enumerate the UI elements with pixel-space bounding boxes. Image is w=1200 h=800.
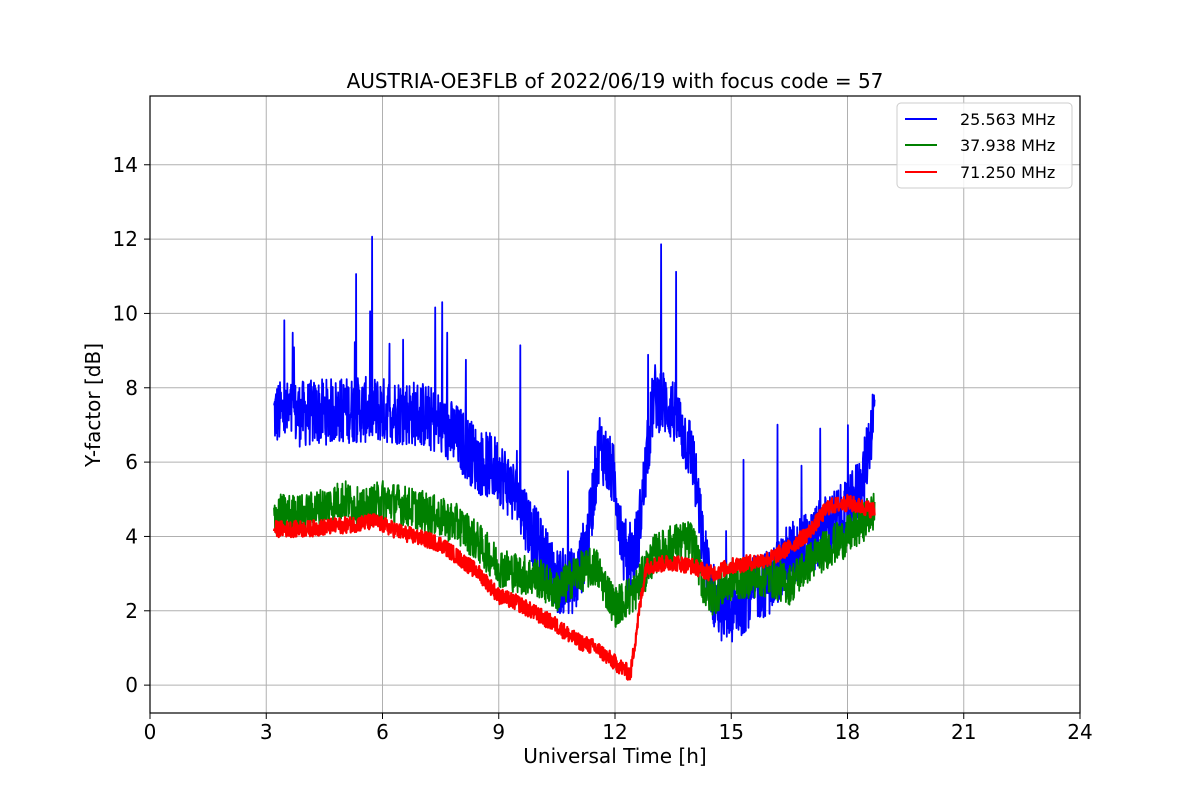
x-axis-label: Universal Time [h] — [523, 744, 706, 768]
legend: 25.563 MHz 37.938 MHz 71.250 MHz — [896, 102, 1073, 189]
x-tick-label: 15 — [719, 720, 744, 744]
x-tick-label: 9 — [492, 720, 505, 744]
chart-title: AUSTRIA-OE3FLB of 2022/06/19 with focus … — [347, 69, 884, 93]
y-tick-label: 10 — [113, 301, 138, 325]
series-layer — [272, 235, 876, 681]
y-tick-label: 12 — [113, 227, 138, 251]
x-tick-label: 24 — [1067, 720, 1092, 744]
y-tick-label: 0 — [125, 673, 138, 697]
x-axis: 0 3 6 9 12 15 18 21 24 — [144, 713, 1093, 744]
x-tick-label: 6 — [376, 720, 389, 744]
y-tick-label: 14 — [113, 153, 138, 177]
y-tick-label: 8 — [125, 376, 138, 400]
y-tick-label: 2 — [125, 599, 138, 623]
legend-label-25563: 25.563 MHz — [960, 110, 1055, 129]
y-tick-label: 6 — [125, 450, 138, 474]
series-line — [272, 494, 876, 681]
legend-label-37938: 37.938 MHz — [960, 136, 1055, 155]
y-axis-label: Y-factor [dB] — [81, 343, 105, 468]
x-tick-label: 3 — [260, 720, 273, 744]
y-tick-label: 4 — [125, 524, 138, 548]
x-tick-label: 0 — [144, 720, 157, 744]
x-tick-label: 21 — [951, 720, 976, 744]
legend-label-71250: 71.250 MHz — [960, 163, 1055, 182]
x-tick-label: 18 — [835, 720, 860, 744]
series-line — [273, 235, 876, 643]
legend-box — [896, 102, 1073, 189]
x-tick-label: 12 — [602, 720, 627, 744]
y-axis: 0 2 4 6 8 10 12 14 — [113, 153, 150, 697]
